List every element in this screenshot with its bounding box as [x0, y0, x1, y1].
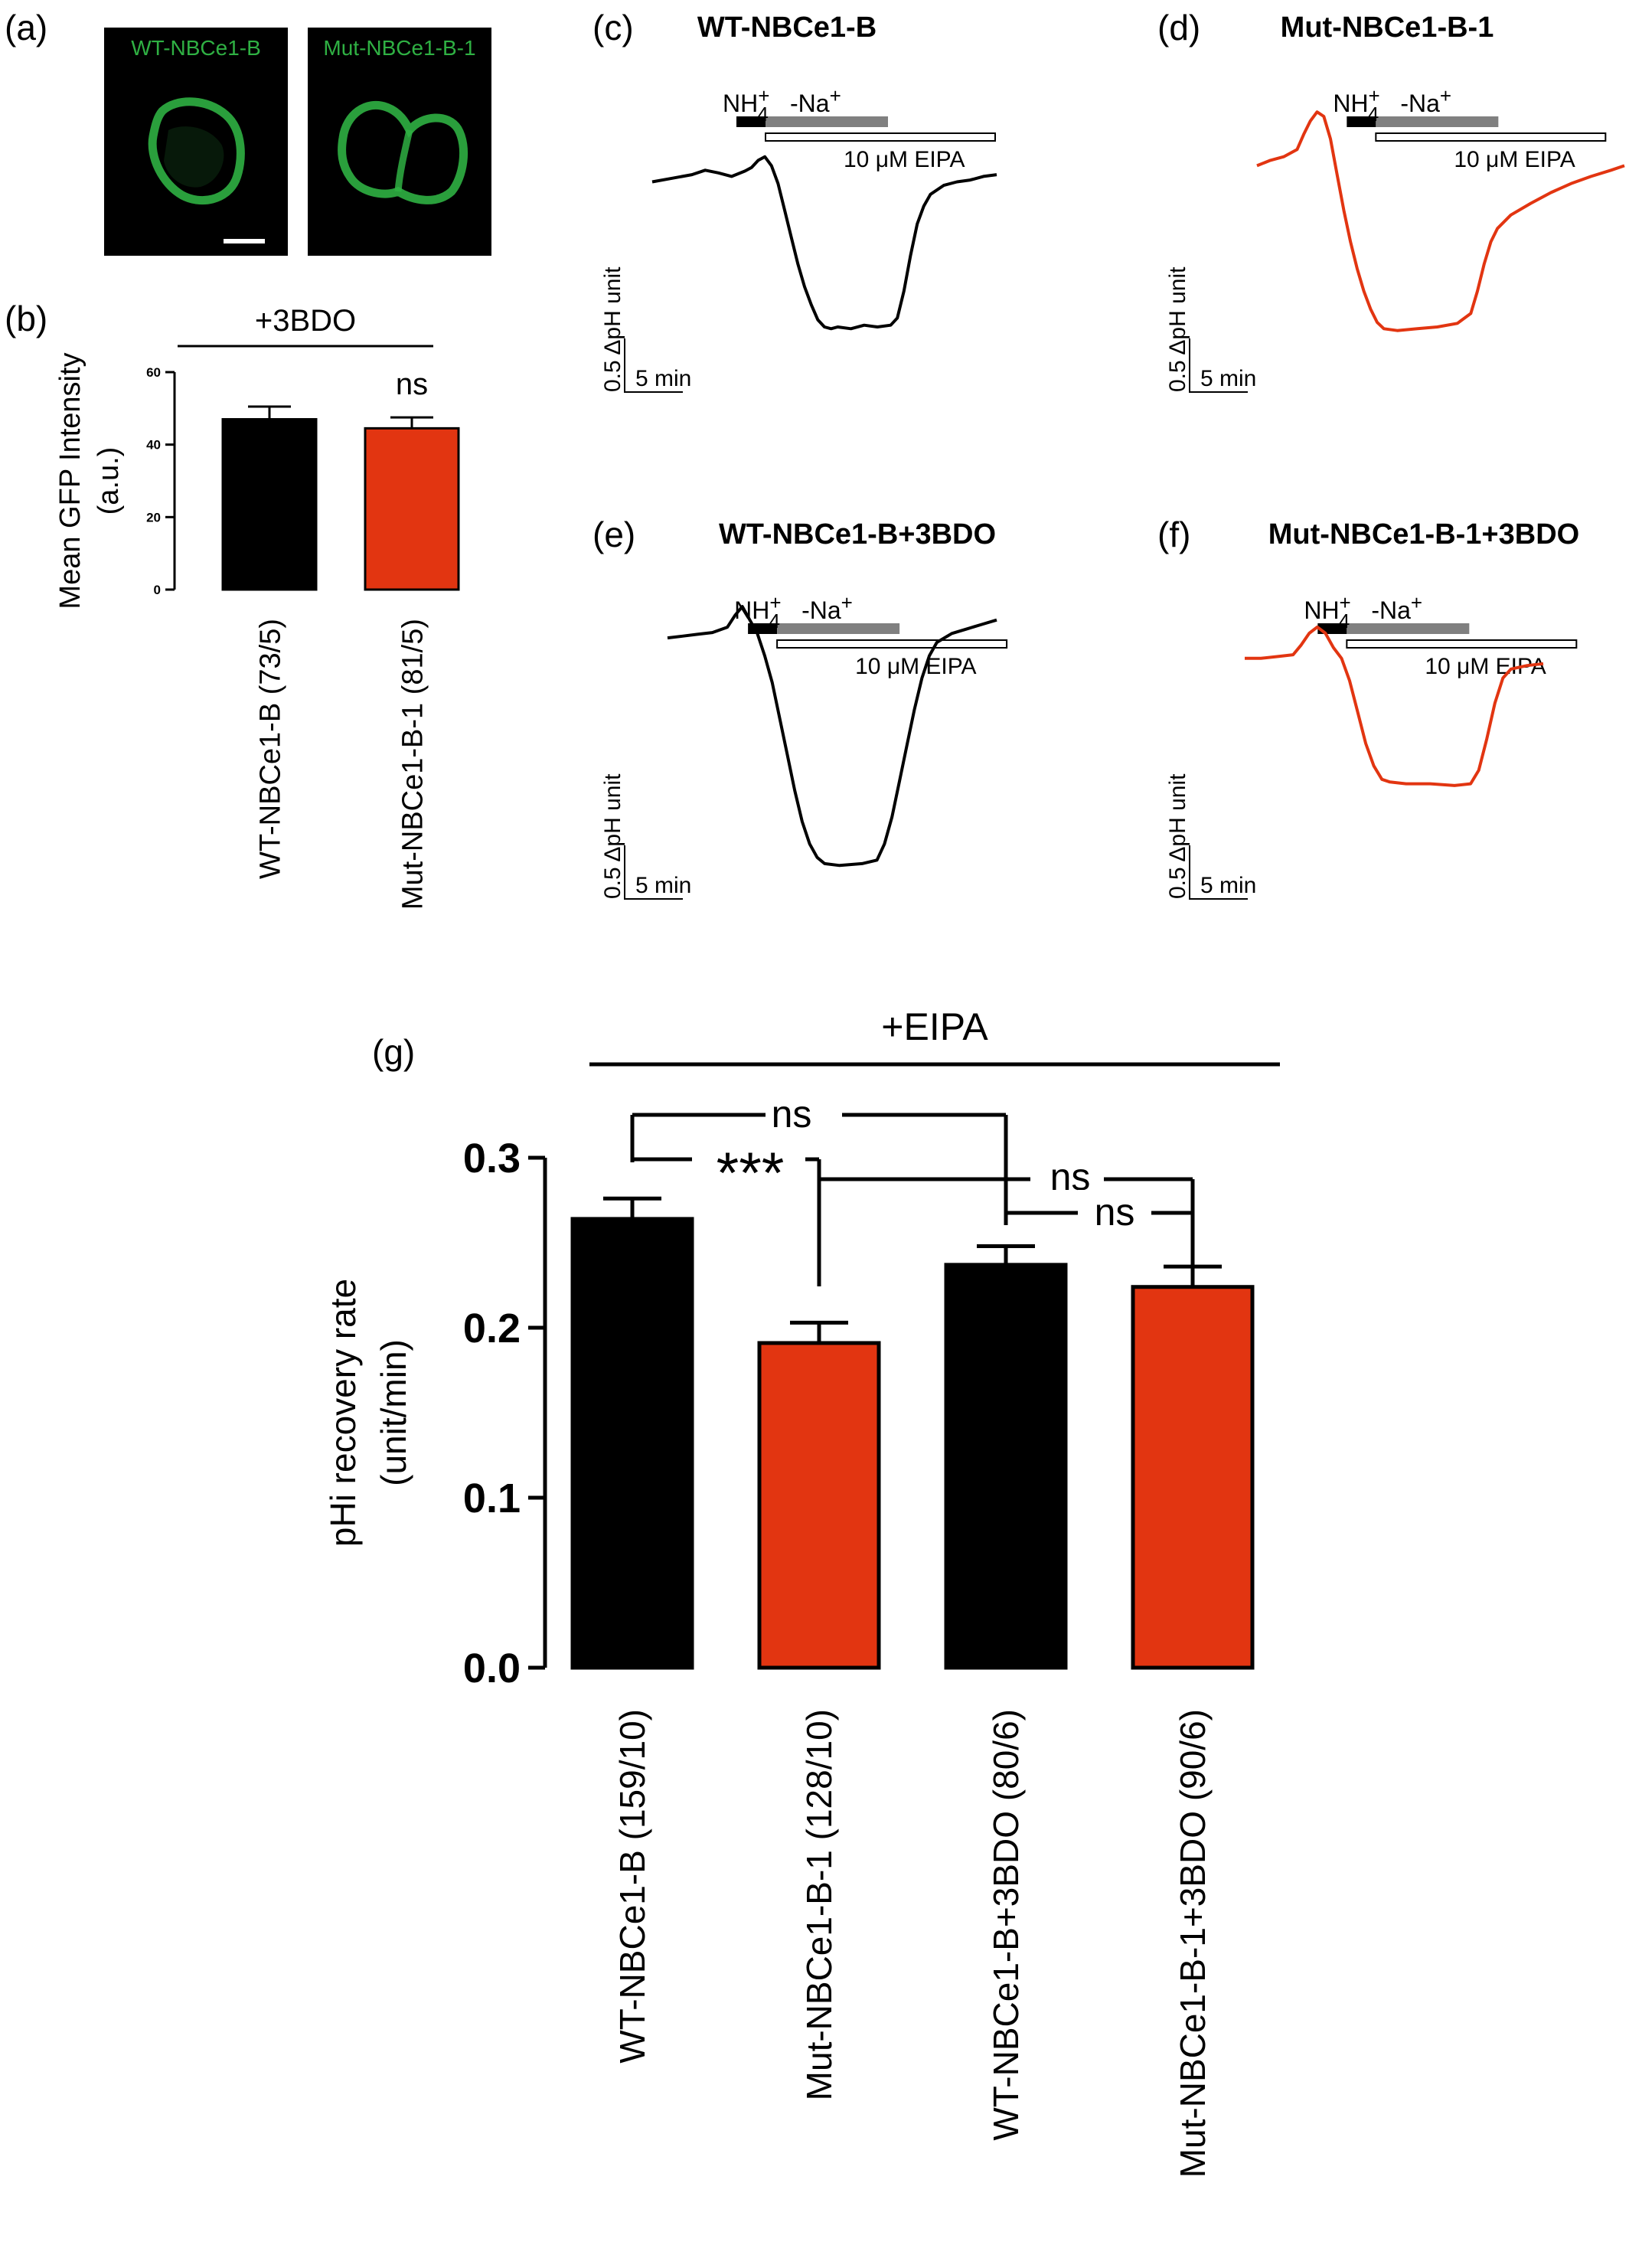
significance-label: ns: [772, 1093, 812, 1136]
y-axis-label: pHi recovery rate: [323, 1279, 363, 1547]
micrograph-mut: Mut-NBCe1-B-1: [308, 28, 491, 256]
panel-letter: (e): [593, 515, 635, 554]
y-tick-label: 60: [146, 365, 161, 380]
trace-title: Mut-NBCe1-B-1+3BDO: [1268, 518, 1579, 551]
eipa-bar: [1375, 132, 1607, 142]
bar: [364, 426, 460, 591]
condition-label: +EIPA: [881, 1005, 988, 1048]
bar: [944, 1263, 1068, 1670]
na-free-label: -Na+: [1371, 591, 1422, 624]
ph-trace: [651, 155, 997, 331]
category-label: WT-NBCe1-B+3BDO (80/6): [986, 1709, 1026, 2141]
panel-letter: (c): [593, 8, 634, 47]
bar: [570, 1217, 694, 1670]
micrograph-mut-label: Mut-NBCe1-B-1: [323, 36, 475, 60]
scale-bar: [624, 338, 683, 393]
scale-bar: [1189, 845, 1248, 900]
significance-label: ns: [1095, 1191, 1135, 1234]
category-label: Mut-NBCe1-B-1 (81/5): [397, 619, 429, 910]
panel-letter: (f): [1157, 515, 1190, 554]
na-free-label: -Na+: [790, 84, 841, 117]
y-tick-label: 0.1: [463, 1476, 521, 1521]
category-label: WT-NBCe1-B (159/10): [612, 1709, 652, 2064]
eipa-label: 10 μM EIPA: [844, 147, 965, 172]
nh4-label: NH+ 4: [1333, 84, 1379, 126]
bar: [221, 418, 318, 591]
panel-g-letter: (g): [372, 1032, 415, 1072]
na-free-bar: [777, 623, 900, 634]
scale-y-label: 0.5 ΔpH unit: [1165, 773, 1190, 899]
chart-gfp-intensity: +3BDO 0 20 40 60 Mean GFP Intensity (a.u.) WT-N…: [54, 304, 460, 910]
y-tick-label: 0: [154, 583, 161, 597]
bar: [757, 1341, 881, 1670]
panel-b-letter: (b): [5, 299, 47, 338]
eipa-bar: [1346, 639, 1578, 649]
nh4-label: NH+ 4: [734, 591, 781, 632]
y-tick-label: 20: [146, 510, 161, 525]
nh4-label: NH+ 4: [1304, 591, 1350, 632]
chart-phi-recovery: +EIPA 0.0 0.1 0.2 0.3 pHi recovery rate (unit/…: [323, 1005, 1280, 2178]
eipa-bar: [776, 639, 1008, 649]
category-label: Mut-NBCe1-B-1 (128/10): [799, 1709, 839, 2100]
y-tick-label: 0.3: [463, 1136, 521, 1181]
label-gap: [1078, 1190, 1151, 1233]
panel-a-letter: (a): [5, 8, 47, 47]
category-label: WT-NBCe1-B (73/5): [254, 619, 286, 879]
panel-letter: (d): [1157, 8, 1200, 47]
y-axis-label: (unit/min): [374, 1339, 413, 1486]
trace-panel: (c) WT-NBCe1-B NH+ 4 -Na+ 10 μM EIPA 0.5 ΔpH u…: [593, 8, 997, 393]
scale-bar: [624, 845, 683, 900]
nh4-bar: [1347, 116, 1376, 127]
eipa-bar: [765, 132, 996, 142]
na-free-label: -Na+: [801, 591, 853, 624]
trace-title: WT-NBCe1-B: [697, 11, 877, 44]
trace-panel: (e) WT-NBCe1-B+3BDO NH+ 4 -Na+ 10 μM EIPA 0.5 …: [593, 515, 1008, 900]
scale-bar: [224, 239, 265, 243]
y-axis-label: (a.u.): [93, 447, 125, 515]
scale-x-label: 5 min: [1200, 873, 1256, 898]
micrograph-wt-label: WT-NBCe1-B: [131, 36, 261, 60]
eipa-label: 10 μM EIPA: [1454, 147, 1575, 172]
scale-y-label: 0.5 ΔpH unit: [600, 773, 625, 899]
na-free-bar: [1347, 623, 1470, 634]
ph-trace: [1256, 110, 1625, 332]
na-free-bar: [766, 116, 888, 127]
y-axis-label: Mean GFP Intensity: [54, 352, 87, 609]
ph-trace: [667, 605, 997, 868]
bar: [1131, 1285, 1255, 1670]
micrograph-wt: WT-NBCe1-B: [104, 28, 288, 256]
trace-panel: (d) Mut-NBCe1-B-1 NH+ 4 -Na+ 10 μM EIPA 0.5 Δp…: [1157, 8, 1625, 393]
nh4-label: NH+ 4: [723, 84, 769, 126]
label-gap: [766, 1092, 842, 1138]
scale-y-label: 0.5 ΔpH unit: [600, 266, 625, 392]
category-label: Mut-NBCe1-B-1+3BDO (90/6): [1173, 1709, 1213, 2178]
trace-title: WT-NBCe1-B+3BDO: [719, 518, 996, 551]
condition-label: +3BDO: [255, 304, 356, 338]
scale-bar: [1189, 338, 1248, 393]
y-tick-label: 0.2: [463, 1306, 521, 1351]
y-tick-label: 40: [146, 438, 161, 453]
nh4-bar: [736, 116, 766, 127]
significance-label: ns: [396, 368, 428, 401]
trace-title: Mut-NBCe1-B-1: [1281, 11, 1494, 44]
ph-trace: [1245, 625, 1544, 787]
scale-x-label: 5 min: [635, 873, 691, 898]
scale-y-label: 0.5 ΔpH unit: [1165, 266, 1190, 392]
ph-traces: (c) WT-NBCe1-B NH+ 4 -Na+ 10 μM EIPA 0.5 ΔpH u…: [593, 8, 1625, 900]
significance-label: ***: [717, 1141, 785, 1206]
label-gap: [692, 1136, 805, 1182]
scale-x-label: 5 min: [635, 366, 691, 391]
na-free-bar: [1376, 116, 1499, 127]
y-tick-label: 0.0: [463, 1645, 521, 1691]
scale-x-label: 5 min: [1200, 366, 1256, 391]
na-free-label: -Na+: [1400, 84, 1451, 117]
eipa-label: 10 μM EIPA: [855, 654, 976, 679]
